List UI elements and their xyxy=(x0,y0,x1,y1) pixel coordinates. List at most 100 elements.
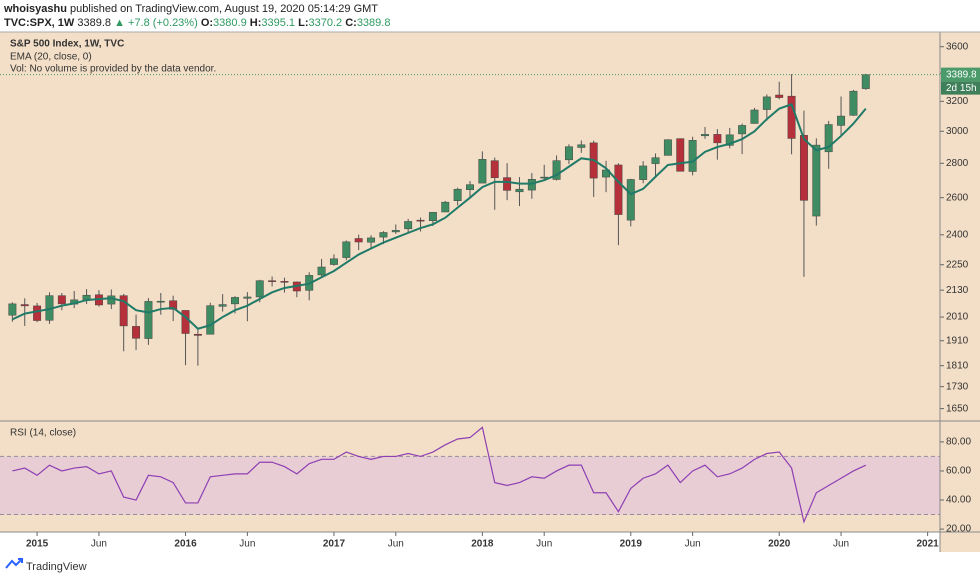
candle-body xyxy=(404,221,413,230)
published: published on TradingView.com, August 19,… xyxy=(70,3,379,15)
candle-body xyxy=(676,138,685,172)
candle-body xyxy=(812,144,821,217)
x-tick-label: 2020 xyxy=(768,539,791,550)
candle-body xyxy=(255,280,264,298)
candle-body xyxy=(132,326,141,339)
candle-body xyxy=(243,296,252,299)
y-tick-label: 1650 xyxy=(946,403,969,414)
candle-body xyxy=(144,301,153,339)
candle-body xyxy=(626,179,635,221)
y-tick-label: 2130 xyxy=(946,285,969,296)
ohlc-value: 3380.9 xyxy=(213,17,247,29)
price-axis-bg xyxy=(940,32,980,552)
x-tick-label: 2018 xyxy=(471,539,494,550)
candle-body xyxy=(218,304,227,307)
candle-body xyxy=(441,201,450,213)
ohlc-key: C: xyxy=(345,17,357,29)
legend-entry: RSI (14, close) xyxy=(10,428,76,439)
candle-body xyxy=(156,300,165,303)
candle-body xyxy=(799,135,808,201)
logo xyxy=(5,558,23,569)
candle-body xyxy=(713,134,722,144)
candle-body xyxy=(367,237,376,243)
y-tick-label: 1730 xyxy=(946,381,969,392)
countdown-box xyxy=(941,81,980,95)
ohlc-value: 3370.2 xyxy=(308,17,343,29)
pane-title: S&P 500 Index, 1W, TVC xyxy=(10,39,124,50)
last-price-box xyxy=(941,67,980,82)
candle-body xyxy=(701,134,709,137)
publish-line: whoisyashu published on TradingView.com,… xyxy=(4,2,390,16)
symbol: TVC:SPX, 1W xyxy=(4,17,75,29)
y-tick-label: 2600 xyxy=(946,192,969,203)
candle-body xyxy=(738,125,747,135)
rsi-line xyxy=(12,426,867,524)
rsi-band xyxy=(0,456,940,515)
author: whoisyashu xyxy=(4,3,67,15)
y-tick-label: 3000 xyxy=(946,126,969,137)
candle-body xyxy=(280,281,289,283)
candle-body xyxy=(107,295,116,305)
x-tick-label: Jun xyxy=(685,539,701,550)
candle-body xyxy=(8,303,17,316)
candle-body xyxy=(762,96,771,110)
candle-body xyxy=(329,258,338,265)
candle-body xyxy=(540,176,549,179)
candle-body xyxy=(181,310,190,334)
ohlc-key: O: xyxy=(200,17,214,29)
candle-body xyxy=(775,94,784,98)
y-tick-label: 2400 xyxy=(946,229,969,240)
y-tick-label: 2800 xyxy=(946,158,969,169)
candle-body xyxy=(33,305,42,321)
ohlc-value: 3389.8 xyxy=(356,17,391,29)
candle-body xyxy=(824,124,833,153)
arrow: ▲ xyxy=(114,17,125,29)
candle-body xyxy=(861,74,870,89)
ema-line xyxy=(11,102,867,330)
candle-body xyxy=(849,90,858,116)
x-tick-label: 2015 xyxy=(26,539,49,550)
pane-subtitle: Vol: No volume is provided by the data v… xyxy=(10,64,216,75)
candle-body xyxy=(193,333,202,336)
ohlc-key: H: xyxy=(249,17,262,29)
x-tick-label: Jun xyxy=(833,539,849,550)
candle-body xyxy=(428,212,437,221)
legend-entry: EMA (20, close, 0) xyxy=(10,52,92,63)
y-tick-label: 80.00 xyxy=(946,437,971,448)
y-tick-label: 20.00 xyxy=(946,524,971,535)
y-tick-label: 60.00 xyxy=(946,466,971,477)
candle-body xyxy=(614,164,623,215)
y-tick-label: 1910 xyxy=(946,335,969,346)
candle-body xyxy=(478,159,487,184)
x-tick-label: 2017 xyxy=(323,539,346,550)
candle-body xyxy=(564,146,573,161)
candle-body xyxy=(379,232,388,238)
candle-body xyxy=(20,304,29,307)
candle-body xyxy=(639,165,648,180)
ohlc-key: L: xyxy=(298,17,309,29)
candle-body xyxy=(651,157,660,164)
candle-body xyxy=(787,95,796,139)
candle-body xyxy=(268,280,277,282)
candle-body xyxy=(317,266,326,276)
y-tick-label: 3600 xyxy=(946,41,969,52)
y-tick-label: 2010 xyxy=(946,312,969,323)
candle-body xyxy=(354,238,363,243)
y-tick-label: 1810 xyxy=(946,360,969,371)
y-tick-label: 3200 xyxy=(946,96,969,107)
x-tick-label: Jun xyxy=(91,539,107,550)
candle-body xyxy=(750,109,759,124)
candle-body xyxy=(57,295,66,305)
countdown-label: 2d 15h xyxy=(946,83,977,94)
x-tick-label: 2021 xyxy=(917,539,940,550)
x-tick-label: 2016 xyxy=(174,539,197,550)
last-price-label: 3389.8 xyxy=(946,69,977,80)
candle-body xyxy=(490,160,499,179)
candle-body xyxy=(466,184,474,190)
candle-body xyxy=(119,295,128,327)
candle-body xyxy=(725,134,734,146)
candle-body xyxy=(416,219,425,222)
x-tick-label: Jun xyxy=(536,539,552,550)
